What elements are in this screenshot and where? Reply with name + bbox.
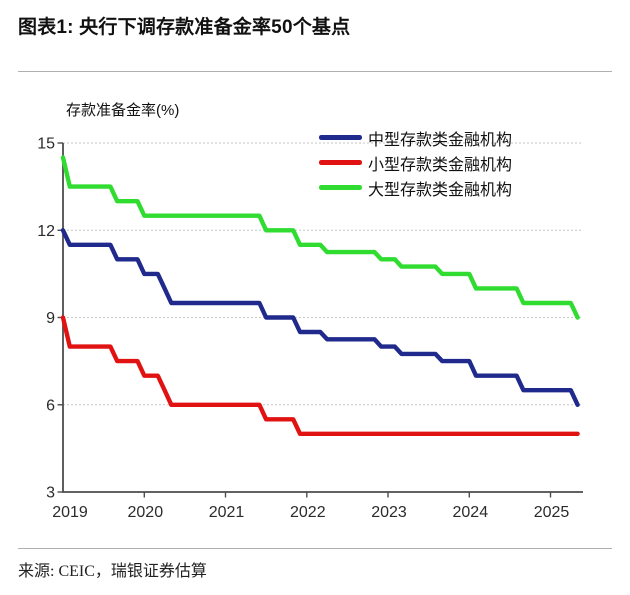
legend-item-medium-banks: 中型存款类金融机构	[319, 125, 512, 150]
legend-item-small-banks: 小型存款类金融机构	[319, 150, 512, 175]
series-line-2	[60, 155, 580, 320]
x-tick-label: 2022	[290, 504, 326, 521]
x-tick-label: 2020	[128, 504, 164, 521]
figure-title: 图表1: 央行下调存款准备金率50个基点	[18, 17, 351, 38]
legend-label: 中型存款类金融机构	[368, 131, 513, 149]
medium-banks-line-swatch	[319, 135, 362, 140]
x-tick-label: 2021	[209, 504, 245, 521]
series-line-1	[60, 315, 580, 436]
y-axis-title: 存款准备金率(%)	[66, 102, 180, 119]
top-divider	[18, 71, 612, 72]
y-tick-label: 6	[46, 397, 55, 414]
y-tick-label: 9	[46, 310, 55, 327]
y-tick-label: 3	[46, 485, 55, 502]
small-banks-line-swatch	[319, 160, 362, 165]
x-tick-label: 2025	[534, 504, 570, 521]
x-tick-label: 2019	[52, 504, 88, 521]
y-tick-label: 12	[37, 223, 55, 240]
x-tick-label: 2024	[453, 504, 489, 521]
legend-label: 小型存款类金融机构	[368, 156, 513, 174]
legend-label: 大型存款类金融机构	[368, 181, 513, 199]
legend-item-large-banks: 大型存款类金融机构	[319, 175, 512, 200]
footer-divider	[18, 548, 612, 549]
x-tick-label: 2023	[371, 504, 407, 521]
large-banks-line-swatch	[319, 185, 362, 190]
y-tick-label: 15	[37, 136, 55, 153]
chart-legend: 中型存款类金融机构 小型存款类金融机构 大型存款类金融机构	[319, 125, 512, 200]
series-line-0	[60, 228, 580, 407]
source-note: 来源: CEIC，瑞银证券估算	[18, 563, 207, 580]
